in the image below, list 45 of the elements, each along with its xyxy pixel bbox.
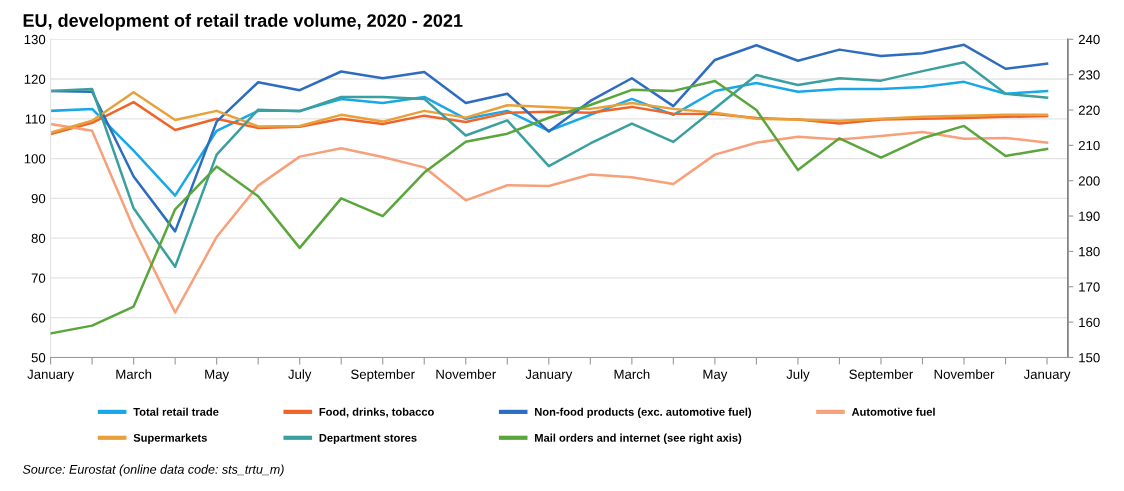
line-series bbox=[50, 61, 1049, 269]
legend-label: Department stores bbox=[319, 434, 417, 444]
x-tick-label: November bbox=[436, 369, 496, 379]
y2-tick-label: 160 bbox=[1079, 317, 1100, 328]
x-tick-label: March bbox=[116, 369, 152, 379]
y-tick-label: 50 bbox=[31, 353, 46, 363]
x-tick-label: January bbox=[27, 369, 75, 382]
y-tick-label: 130 bbox=[24, 34, 46, 45]
x-tick-label: September bbox=[351, 369, 415, 382]
y-tick-label: 100 bbox=[24, 154, 46, 164]
legend-label: Supermarkets bbox=[133, 433, 207, 444]
legend-label: Food, drinks, tobacco bbox=[319, 407, 434, 418]
x-tick-label: May bbox=[703, 369, 728, 382]
source-note: Source: Eurostat (online data code: sts_trtu_m) bbox=[22, 464, 284, 477]
legend-label: Automotive fuel bbox=[851, 407, 935, 416]
y2-tick-label: 220 bbox=[1078, 105, 1100, 115]
chart-title: EU, development of retail trade volume, 2020 - 2021 bbox=[23, 13, 463, 31]
line-series bbox=[50, 79, 1049, 335]
x-tick-label: November bbox=[934, 369, 995, 379]
x-tick-label: May bbox=[205, 369, 230, 382]
legend-label: Mail orders and internet (see right axis) bbox=[535, 433, 742, 445]
line-series bbox=[50, 90, 1049, 134]
y-tick-label: 60 bbox=[31, 313, 46, 323]
y2-tick-label: 230 bbox=[1078, 70, 1100, 80]
y2-tick-label: 190 bbox=[1079, 211, 1100, 221]
y2-tick-label: 240 bbox=[1078, 34, 1100, 45]
y-tick-label: 90 bbox=[31, 193, 46, 204]
y2-tick-label: 210 bbox=[1078, 140, 1100, 151]
y2-tick-label: 180 bbox=[1079, 246, 1100, 257]
x-tick-label: January bbox=[1023, 369, 1071, 382]
x-tick-label: July bbox=[786, 369, 810, 382]
x-tick-label: September bbox=[849, 369, 914, 382]
y2-tick-label: 170 bbox=[1079, 282, 1100, 292]
y-tick-label: 80 bbox=[31, 233, 46, 244]
y2-tick-label: 200 bbox=[1078, 176, 1100, 186]
y-tick-label: 120 bbox=[24, 74, 46, 84]
legend-label: Total retail trade bbox=[133, 407, 219, 416]
line-series bbox=[50, 122, 1049, 314]
y2-tick-label: 150 bbox=[1079, 353, 1100, 363]
x-tick-label: March bbox=[614, 369, 650, 379]
y-tick-label: 70 bbox=[31, 273, 46, 283]
legend-label: Non-food products (exc. automotive fuel) bbox=[535, 407, 752, 419]
y-tick-label: 110 bbox=[25, 114, 46, 124]
x-tick-label: July bbox=[288, 369, 312, 382]
x-tick-label: January bbox=[525, 369, 573, 382]
